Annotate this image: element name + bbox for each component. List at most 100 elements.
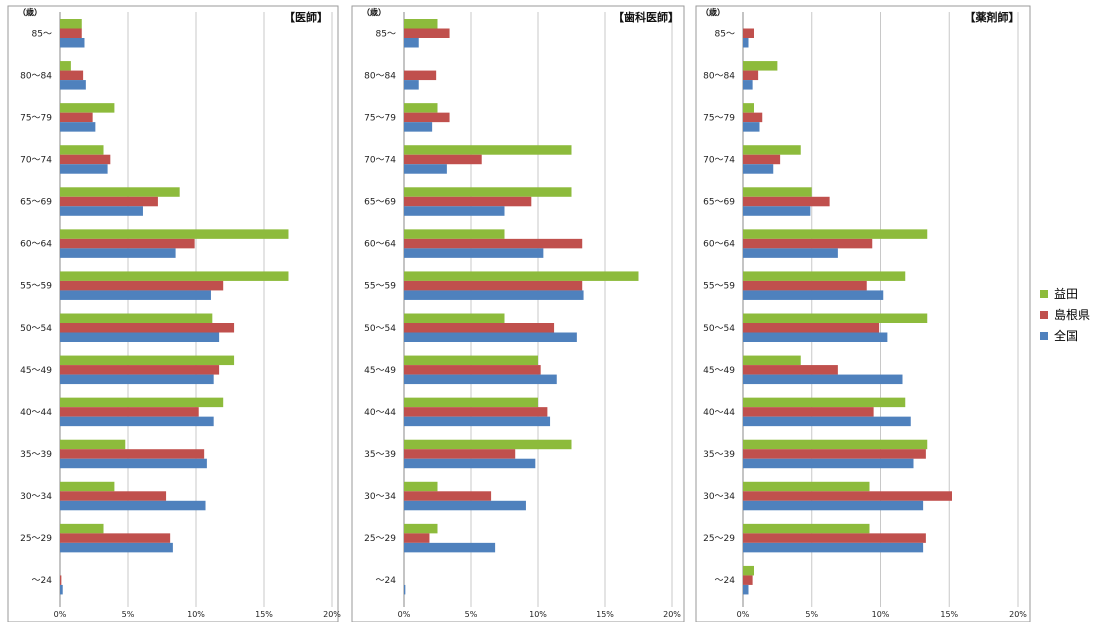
bar-shimane bbox=[743, 238, 873, 249]
bar-shimane bbox=[60, 533, 171, 543]
bar-shimane bbox=[404, 154, 482, 165]
bar-shimane bbox=[60, 196, 158, 207]
x-tick-label: 10% bbox=[187, 610, 205, 619]
bar-masuda bbox=[60, 481, 115, 492]
y-tick-label: 85～ bbox=[32, 29, 52, 39]
y-tick-label: 25～29 bbox=[703, 534, 735, 544]
panel-frame bbox=[7, 5, 339, 622]
y-tick-label: 45～49 bbox=[20, 366, 52, 376]
y-tick-label: 60～64 bbox=[20, 240, 52, 250]
chart-panel-2: 0% 5% 10% 15% 20% 【歯科医師】 （歳） 85～ 80～84 75～79 70～74… bbox=[351, 5, 685, 622]
bar-national bbox=[404, 374, 557, 385]
y-tick-label: 30～34 bbox=[20, 492, 52, 502]
bar-masuda bbox=[743, 103, 754, 113]
bar-shimane bbox=[404, 449, 516, 459]
bar-shimane bbox=[743, 112, 763, 123]
y-tick-label: 50～54 bbox=[20, 324, 52, 334]
bar-national bbox=[404, 248, 544, 258]
bar-national bbox=[743, 164, 774, 174]
bar-shimane bbox=[404, 407, 548, 417]
bar-national bbox=[743, 584, 749, 595]
y-tick-label: 75～79 bbox=[20, 113, 52, 123]
y-tick-label: 50～54 bbox=[364, 324, 396, 334]
bar-national bbox=[404, 206, 505, 216]
x-tick-label: 10% bbox=[529, 610, 547, 619]
bar-masuda bbox=[60, 523, 104, 534]
bar-national bbox=[60, 80, 86, 90]
bar-shimane bbox=[404, 238, 583, 249]
legend-item-shimane: 島根県 bbox=[1040, 304, 1090, 325]
bar-masuda bbox=[60, 61, 71, 71]
bar-masuda bbox=[404, 481, 438, 492]
bar-shimane bbox=[60, 28, 82, 38]
bar-masuda bbox=[60, 439, 126, 450]
y-tick-label: 80～84 bbox=[20, 71, 52, 81]
bar-masuda bbox=[743, 187, 812, 197]
bar-national bbox=[743, 416, 911, 427]
bar-masuda bbox=[404, 187, 572, 197]
bar-shimane bbox=[60, 449, 205, 459]
bar-masuda bbox=[404, 229, 505, 239]
bar-national bbox=[60, 38, 85, 48]
y-tick-label: 85～ bbox=[376, 29, 396, 39]
y-tick-label: 70～74 bbox=[20, 155, 52, 165]
bar-national bbox=[404, 458, 536, 469]
x-tick-label: 5% bbox=[122, 610, 135, 619]
y-tick-label: ～24 bbox=[715, 576, 736, 586]
bar-masuda bbox=[60, 103, 115, 113]
bar-masuda bbox=[60, 397, 224, 408]
bar-shimane bbox=[60, 112, 93, 123]
bar-national bbox=[60, 164, 108, 174]
bar-masuda bbox=[404, 439, 572, 450]
bar-shimane bbox=[60, 365, 220, 375]
bar-masuda bbox=[743, 61, 778, 71]
bar-national bbox=[404, 500, 526, 511]
bar-shimane bbox=[404, 112, 450, 123]
y-tick-label: 60～64 bbox=[364, 240, 396, 250]
x-tick-label: 20% bbox=[1009, 610, 1027, 619]
bar-national bbox=[60, 332, 220, 342]
bar-masuda bbox=[743, 565, 754, 576]
bar-shimane bbox=[404, 491, 492, 501]
bar-shimane bbox=[743, 196, 830, 207]
bar-shimane bbox=[404, 196, 532, 207]
bar-shimane bbox=[743, 70, 759, 81]
bar-shimane bbox=[404, 70, 437, 81]
chart-panel-1: 0% 5% 10% 15% 20% 【医師】 （歳） 85～ 80～84 75～79 70～74 65… bbox=[7, 5, 341, 622]
bar-masuda bbox=[743, 355, 801, 366]
bar-masuda bbox=[743, 271, 906, 281]
bar-national bbox=[404, 332, 577, 342]
bar-national bbox=[60, 122, 96, 132]
bar-masuda bbox=[404, 103, 438, 113]
y-tick-label: 25～29 bbox=[364, 534, 396, 544]
x-tick-label: 0% bbox=[54, 610, 67, 619]
y-tick-label: 40～44 bbox=[364, 408, 396, 418]
bar-national bbox=[60, 374, 214, 385]
bar-masuda bbox=[404, 355, 538, 366]
age-unit-label: （歳） bbox=[18, 7, 42, 17]
bar-masuda bbox=[743, 229, 928, 239]
y-tick-label: 55～59 bbox=[364, 282, 396, 292]
bar-shimane bbox=[60, 323, 235, 333]
panel-title: 【薬剤師】 bbox=[965, 10, 1020, 24]
bar-national bbox=[404, 542, 496, 553]
x-tick-label: 0% bbox=[737, 610, 750, 619]
legend-swatch-shimane bbox=[1040, 310, 1048, 319]
legend-label-national: 全国 bbox=[1054, 329, 1079, 343]
bar-shimane bbox=[60, 154, 111, 165]
y-tick-label: 80～84 bbox=[364, 71, 396, 81]
y-tick-label: 55～59 bbox=[703, 282, 735, 292]
bar-shimane bbox=[743, 575, 753, 585]
bar-national bbox=[404, 290, 584, 300]
bar-masuda bbox=[60, 187, 180, 197]
y-tick-label: 25～29 bbox=[20, 534, 52, 544]
bar-shimane bbox=[60, 491, 167, 501]
bar-national bbox=[60, 500, 206, 511]
bar-national bbox=[743, 542, 924, 553]
x-tick-label: 15% bbox=[940, 610, 958, 619]
bar-shimane bbox=[404, 533, 430, 543]
bar-national bbox=[743, 332, 888, 342]
bar-masuda bbox=[60, 313, 213, 323]
bar-shimane bbox=[60, 575, 62, 585]
